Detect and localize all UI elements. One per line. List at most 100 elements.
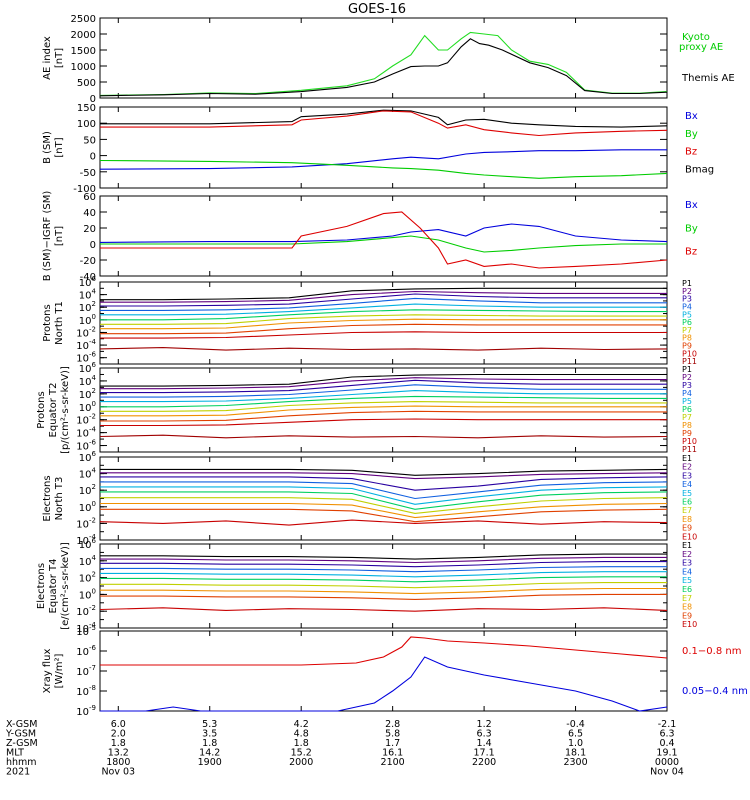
legend-label: E3 — [682, 471, 692, 480]
y-axis-label: North T3 — [54, 477, 65, 521]
series-line-p2 — [100, 290, 667, 303]
x-row-value: 0000 — [655, 757, 679, 768]
series-line-e4 — [100, 481, 668, 500]
x-row-value: 1.8 — [202, 738, 217, 749]
legend-label: P5 — [682, 310, 692, 319]
y-tick-label: 0 — [90, 94, 96, 105]
legend-label: E4 — [682, 567, 692, 576]
series-line-p9 — [100, 323, 667, 335]
y-tick-label: -40 — [80, 272, 96, 283]
series-line-p11 — [99, 347, 668, 351]
series-line-e10 — [99, 519, 668, 526]
x-row-value: 5.8 — [385, 729, 400, 740]
legend-label: By — [685, 129, 698, 140]
panel-b: 150 100 50 0 -50 -100 B (SM) [nT] Bx By Bz Bmag — [42, 103, 714, 195]
y-tick-label: 60 — [83, 192, 96, 203]
legend-label: P9 — [682, 429, 692, 438]
plot-area — [99, 211, 668, 269]
y-tick-label: 2000 — [71, 30, 96, 41]
panel-dbsm: 60 40 20 0 -20 -40 B (SM)−IGRF (SM) [nT] Bx By Bz — [42, 191, 698, 283]
x-date-start: Nov 03 — [101, 767, 135, 778]
y-tick-label: 102 — [79, 571, 96, 585]
series-line-bx — [99, 149, 667, 170]
y-tick-label: -100 — [73, 184, 96, 195]
y-axis-label: Electrons — [42, 475, 53, 521]
legend-label: E4 — [682, 480, 692, 489]
y-axis-label: North T1 — [54, 301, 65, 345]
series-line-by — [99, 159, 668, 179]
series-line-e2 — [100, 556, 667, 564]
x-row-value: 2100 — [381, 757, 405, 768]
series-line-e6 — [100, 491, 668, 510]
series-line-e5 — [100, 571, 667, 578]
x-row-value: 17.1 — [474, 748, 495, 759]
x-row-value: -2.1 — [658, 719, 677, 730]
x-row-value: 6.3 — [659, 729, 674, 740]
series-line-e4 — [100, 566, 667, 573]
legend-label: E5 — [682, 489, 692, 498]
legend-label: Kyoto — [682, 32, 710, 43]
plot-area — [99, 373, 668, 439]
y-tick-label: 40 — [83, 208, 96, 219]
y-tick-label: 100 — [77, 119, 96, 130]
x-row-value: 2.0 — [111, 729, 126, 740]
x-row-value: 2300 — [563, 757, 587, 768]
panel-frame — [99, 17, 668, 99]
legend-label: P10 — [682, 349, 697, 358]
y-tick-label: 10-6 — [76, 644, 96, 658]
x-row-value: 2200 — [472, 757, 496, 768]
series-line-e8 — [100, 502, 668, 519]
y-tick-label: 106 — [79, 450, 97, 464]
y-axis-label: [W/m²] — [54, 653, 65, 688]
legend-label: P4 — [682, 302, 692, 311]
series-line-e1 — [100, 468, 668, 476]
x-row-value: 16.1 — [382, 748, 403, 759]
series-line-e9 — [100, 508, 668, 523]
legend-label: Bmag — [685, 164, 714, 175]
y-tick-label: 10-2 — [76, 516, 96, 530]
series-line-p3 — [100, 293, 667, 307]
x-row-label: X-GSM — [6, 719, 37, 730]
x-row-value: 1.2 — [477, 719, 492, 730]
legend-label: P2 — [682, 373, 692, 382]
legend-label: E2 — [682, 550, 692, 559]
series-line-0-05-0-4-nm — [100, 656, 668, 712]
y-axis-label: [nT] — [54, 226, 65, 246]
series-line-by — [100, 235, 667, 253]
legend-label: P3 — [682, 381, 692, 390]
x-row-label: Z-GSM — [6, 738, 38, 749]
x-year: 2021 — [6, 767, 30, 778]
legend-label: P2 — [682, 287, 692, 296]
plot-area — [99, 553, 668, 612]
y-tick-label: 102 — [79, 483, 96, 497]
y-tick-label: 100 — [79, 400, 96, 414]
legend-label: P11 — [682, 445, 697, 454]
x-row-value: 1800 — [106, 757, 130, 768]
y-tick-label: 10-8 — [76, 684, 96, 698]
x-row-value: 6.0 — [111, 719, 126, 730]
x-row-value: 19.1 — [656, 748, 677, 759]
y-tick-label: 104 — [79, 554, 97, 568]
x-row-label: hhmm — [6, 757, 37, 768]
legend-label: P5 — [682, 397, 692, 406]
y-axis-label: Equator T4 — [48, 559, 59, 614]
legend-label: Bz — [685, 247, 697, 258]
series-line-p6 — [100, 395, 667, 408]
series-line-p10 — [100, 331, 667, 339]
y-tick-label: 102 — [79, 387, 96, 401]
legend-label: P8 — [682, 421, 692, 430]
series-line-p11 — [99, 434, 668, 439]
x-row-value: 1900 — [198, 757, 222, 768]
legend-label: P11 — [682, 357, 697, 366]
legend-label: P6 — [682, 405, 692, 414]
legend-label: E9 — [682, 611, 692, 620]
y-axis-label: B (SM) — [42, 131, 53, 164]
y-tick-label: -20 — [80, 256, 96, 267]
legend-label: E10 — [682, 620, 697, 629]
series-line-e5 — [100, 486, 668, 505]
y-axis-label: Protons — [36, 391, 47, 428]
series-line-p7 — [100, 401, 667, 412]
x-row-value: 4.8 — [294, 729, 309, 740]
